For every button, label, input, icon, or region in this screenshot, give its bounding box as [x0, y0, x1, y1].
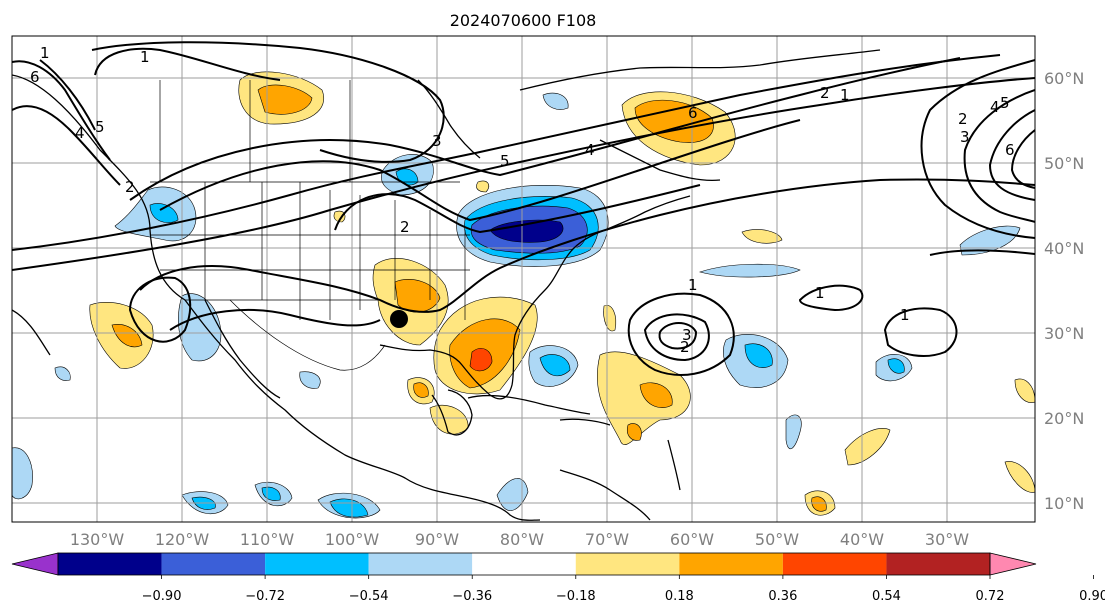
- colorbar-extend-high: [989, 552, 1037, 576]
- colorbar-tick-label: 0.90: [1079, 589, 1105, 604]
- lon-tick-label: 40°W: [840, 530, 884, 549]
- colorbar-swatch: [472, 553, 576, 575]
- colorbar-tick-label: −0.72: [245, 589, 285, 604]
- lon-tick-label: 60°W: [670, 530, 714, 549]
- positive-anomaly-core: [413, 382, 429, 398]
- positive-anomaly-region: [1004, 461, 1035, 493]
- colorbar-tick-label: −0.18: [556, 589, 596, 604]
- colorbar-tick-label: 0.72: [976, 589, 1005, 604]
- contour-labels: 1 1 2 3 4 5 6 2 1 2 3 4 5 6 1 2 3 1 1 6 …: [30, 44, 1015, 356]
- positive-anomaly-core: [627, 423, 642, 441]
- colorbar-tick-label: 0.36: [768, 589, 797, 604]
- contour-label: 5: [1000, 94, 1010, 112]
- negative-anomaly-region: [299, 371, 321, 389]
- colorbar-swatch: [782, 553, 887, 575]
- contour-label: 3: [682, 326, 692, 344]
- negative-anomaly-region: [698, 263, 801, 278]
- colorbar-tick-label: −0.54: [349, 589, 389, 604]
- positive-anomaly-region: [741, 229, 783, 244]
- lat-tick-label: 40°N: [1044, 239, 1084, 258]
- colorbar-extend-low: [11, 552, 59, 576]
- contour-label: 2: [820, 84, 830, 102]
- positive-anomaly-peak: [469, 348, 493, 372]
- positive-anomaly-core: [811, 496, 827, 512]
- lon-tick-label: 100°W: [325, 530, 380, 549]
- colorbar-outline: [57, 552, 991, 576]
- political-borders: [150, 80, 470, 371]
- negative-anomaly-mid: [539, 354, 571, 377]
- lat-tick-label: 30°N: [1044, 324, 1084, 343]
- negative-anomaly-region: [12, 447, 33, 500]
- contour-label: 1: [900, 306, 910, 324]
- colorbar-tick-label: 0.54: [872, 589, 901, 604]
- lon-tick-label: 30°W: [925, 530, 969, 549]
- lat-tick-label: 50°N: [1044, 154, 1084, 173]
- positive-anomaly-region: [1014, 378, 1035, 403]
- colorbar: −0.90 −0.72 −0.54 −0.36 −0.18 0.18 0.36 0.54 0.7…: [11, 552, 1105, 604]
- contour-label: 4: [585, 141, 595, 159]
- lon-tick-label: 120°W: [155, 530, 210, 549]
- negative-anomaly-mid: [744, 343, 773, 368]
- colorbar-tick-label: −0.90: [142, 589, 182, 604]
- contour-label: 1: [815, 284, 825, 302]
- negative-anomaly-region: [785, 414, 802, 450]
- negative-anomaly-mid: [887, 358, 905, 374]
- positive-anomaly-region: [596, 351, 691, 445]
- contour-label: 2: [680, 338, 690, 356]
- contour-label: 5: [500, 152, 510, 170]
- location-marker: [390, 310, 408, 328]
- figure-title: 2024070600 F108: [450, 11, 597, 30]
- colorbar-swatch: [679, 553, 783, 575]
- colorbar-swatch: [265, 553, 369, 575]
- lon-tick-label: 110°W: [240, 530, 295, 549]
- lat-tick-label: 60°N: [1044, 69, 1084, 88]
- colorbar-swatch: [368, 553, 473, 575]
- colorbar-tick-label: −0.36: [452, 589, 492, 604]
- contour-label: 6: [688, 104, 698, 122]
- colorbar-swatch: [161, 553, 266, 575]
- map-frame: [11, 35, 1036, 523]
- lon-tick-label: 50°W: [755, 530, 799, 549]
- contour-label: 1: [840, 86, 850, 104]
- contour-label: 5: [95, 118, 105, 136]
- positive-anomaly-region: [476, 180, 490, 193]
- positive-anomaly-region: [844, 428, 891, 466]
- contour-label: 2: [958, 110, 968, 128]
- contour-label: 1: [688, 276, 698, 294]
- positive-anomaly-core: [634, 99, 714, 143]
- contour-label: 2: [400, 218, 410, 236]
- colorbar-swatch: [575, 553, 680, 575]
- contour-label: 6: [1005, 141, 1015, 159]
- lon-tick-label: 90°W: [415, 530, 459, 549]
- colorbar-swatch: [58, 553, 162, 575]
- negative-anomaly-region: [54, 366, 71, 381]
- latitude-ticks: 60°N 50°N 40°N 30°N 20°N 10°N: [1044, 69, 1084, 513]
- lat-tick-label: 10°N: [1044, 494, 1084, 513]
- lon-tick-label: 70°W: [585, 530, 629, 549]
- negative-anomaly-core: [489, 219, 564, 243]
- height-contours: [12, 41, 1035, 376]
- lat-tick-label: 20°N: [1044, 409, 1084, 428]
- positive-anomaly-region: [333, 210, 346, 223]
- colorbar-swatch: [886, 553, 990, 575]
- lon-tick-label: 80°W: [500, 530, 544, 549]
- contour-label: 6: [30, 68, 40, 86]
- colorbar-tick-label: 0.18: [665, 589, 694, 604]
- positive-anomaly-core: [639, 382, 673, 408]
- contour-label: 1: [40, 44, 50, 62]
- lon-tick-label: 130°W: [70, 530, 125, 549]
- contour-label: 3: [960, 128, 970, 146]
- positive-anomaly-core: [257, 84, 313, 115]
- contour-label: 3: [432, 132, 442, 150]
- negative-anomaly-mid: [149, 203, 179, 223]
- contour-label: 4: [990, 98, 1000, 116]
- negative-anomaly-region: [542, 92, 569, 110]
- contour-label: 1: [140, 48, 150, 66]
- positive-anomaly-core: [111, 324, 143, 348]
- contour-label: 2: [125, 178, 135, 196]
- longitude-ticks: 130°W 120°W 110°W 100°W 90°W 80°W 70°W 6…: [70, 530, 969, 549]
- map-panel: 1 1 2 3 4 5 6 2 1 2 3 4 5 6 1 2 3 1 1 6 …: [12, 36, 1035, 522]
- contour-label: 4: [75, 124, 85, 142]
